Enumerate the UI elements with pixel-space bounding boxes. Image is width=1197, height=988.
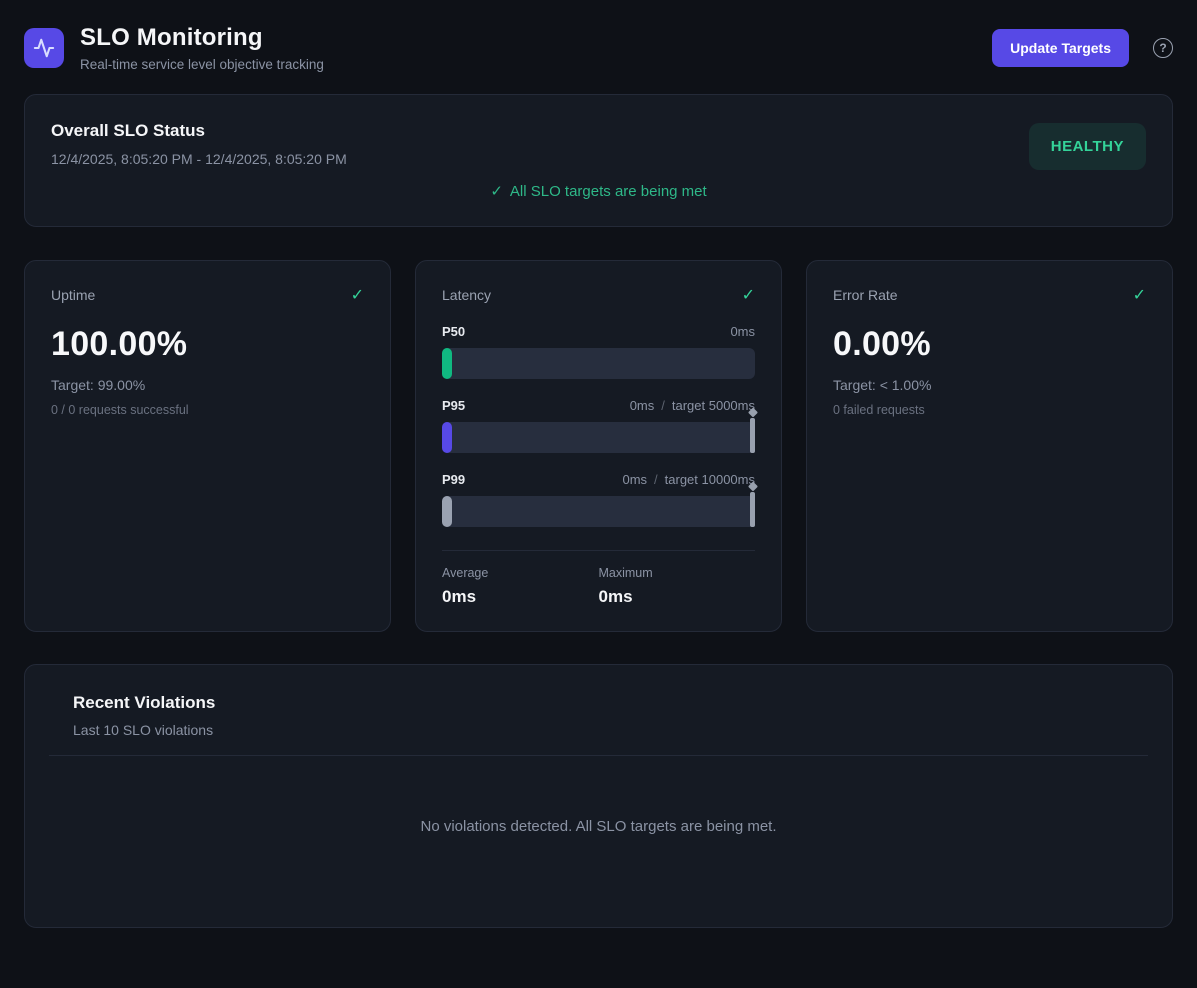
uptime-target: Target: 99.00% (51, 377, 146, 393)
divider (442, 550, 755, 551)
average-label: Average (442, 566, 489, 580)
uptime-title: Uptime (51, 287, 96, 303)
app-logo (24, 28, 64, 68)
percentile-label: P95 (442, 398, 466, 413)
latency-row-p50: P50 0ms (442, 324, 755, 379)
latency-bar-fill (442, 348, 452, 379)
check-icon: ✓ (1132, 287, 1146, 304)
uptime-card-header: Uptime ✓ (51, 285, 364, 305)
maximum-value: 0ms (598, 587, 633, 606)
latency-card: Latency ✓ P50 0ms P95 0ms / target 5000ms (415, 260, 782, 632)
page-subtitle: Real-time service level objective tracki… (80, 57, 324, 72)
error-rate-title: Error Rate (833, 287, 898, 303)
uptime-value: 100.00% (51, 325, 188, 363)
slo-dashboard: SLO Monitoring Real-time service level o… (24, 14, 1173, 928)
error-rate-target: Target: < 1.00% (833, 377, 932, 393)
latency-row-p95: P95 0ms / target 5000ms (442, 398, 758, 453)
error-rate-value: 0.00% (833, 325, 931, 363)
target-marker-icon (747, 481, 758, 527)
error-rate-card-header: Error Rate ✓ (833, 285, 1146, 305)
latency-title: Latency (442, 287, 492, 303)
status-head-text: Overall SLO Status 12/4/2025, 8:05:20 PM… (51, 121, 347, 167)
status-message: ✓ All SLO targets are being met (51, 182, 1146, 200)
error-rate-card: Error Rate ✓ 0.00% Target: < 1.00% 0 fai… (806, 260, 1173, 632)
divider (49, 755, 1148, 756)
check-icon: ✓ (741, 287, 755, 304)
latency-bar-p50 (442, 348, 755, 379)
value-target-separator: / (654, 472, 658, 487)
latency-row-p99: P99 0ms / target 10000ms (442, 472, 758, 527)
overall-status-card: Overall SLO Status 12/4/2025, 8:05:20 PM… (24, 94, 1173, 227)
title-block: SLO Monitoring Real-time service level o… (80, 24, 324, 72)
status-message-text: All SLO targets are being met (509, 183, 707, 200)
brand: SLO Monitoring Real-time service level o… (24, 24, 324, 72)
status-date-range: 12/4/2025, 8:05:20 PM - 12/4/2025, 8:05:… (51, 151, 347, 167)
update-targets-button[interactable]: Update Targets (992, 29, 1129, 67)
maximum-label: Maximum (598, 566, 653, 580)
percentile-target: target 5000ms (671, 398, 755, 413)
help-icon[interactable]: ? (1153, 38, 1173, 58)
latency-row-p95-header: P95 0ms / target 5000ms (442, 398, 755, 413)
metric-grid: Uptime ✓ 100.00% Target: 99.00% 0 / 0 re… (24, 260, 1173, 632)
uptime-card: Uptime ✓ 100.00% Target: 99.00% 0 / 0 re… (24, 260, 391, 632)
percentile-label: P99 (442, 472, 466, 487)
status-title: Overall SLO Status (51, 121, 205, 140)
average-stat: Average 0ms (442, 566, 599, 607)
value-target-separator: / (661, 398, 665, 413)
violations-subtitle: Last 10 SLO violations (73, 722, 214, 738)
percentile-value: 0ms (629, 398, 655, 413)
activity-pulse-icon (33, 38, 55, 58)
error-rate-detail: 0 failed requests (833, 403, 925, 417)
percentile-value: 0ms (730, 324, 755, 339)
latency-bar-fill (442, 422, 452, 453)
maximum-stat: Maximum 0ms (599, 566, 756, 607)
status-head: Overall SLO Status 12/4/2025, 8:05:20 PM… (51, 121, 1146, 170)
average-value: 0ms (442, 587, 477, 606)
violations-empty-message: No violations detected. All SLO targets … (420, 818, 777, 835)
check-icon: ✓ (350, 287, 364, 304)
page-title: SLO Monitoring (80, 24, 263, 51)
percentile-values: 0ms / target 5000ms (630, 398, 755, 413)
header: SLO Monitoring Real-time service level o… (24, 14, 1173, 94)
percentile-values: 0ms / target 10000ms (622, 472, 755, 487)
latency-bar-fill (442, 496, 452, 527)
header-actions: Update Targets ? (992, 29, 1173, 67)
uptime-detail: 0 / 0 requests successful (51, 403, 189, 417)
violations-header: Recent Violations Last 10 SLO violations (49, 693, 1148, 738)
recent-violations-card: Recent Violations Last 10 SLO violations… (24, 664, 1173, 928)
latency-row-p50-header: P50 0ms (442, 324, 755, 339)
latency-card-header: Latency ✓ (442, 285, 755, 305)
latency-row-p99-header: P99 0ms / target 10000ms (442, 472, 755, 487)
latency-bar-p99 (442, 481, 758, 527)
health-status-badge: HEALTHY (1028, 123, 1146, 170)
latency-bar-p95 (442, 407, 758, 453)
check-icon: ✓ (490, 183, 503, 200)
percentile-target: target 10000ms (664, 472, 755, 487)
latency-stats: Average 0ms Maximum 0ms (442, 566, 755, 607)
percentile-label: P50 (442, 324, 466, 339)
percentile-value: 0ms (622, 472, 648, 487)
target-marker-icon (747, 407, 758, 453)
violations-title: Recent Violations (73, 693, 216, 712)
